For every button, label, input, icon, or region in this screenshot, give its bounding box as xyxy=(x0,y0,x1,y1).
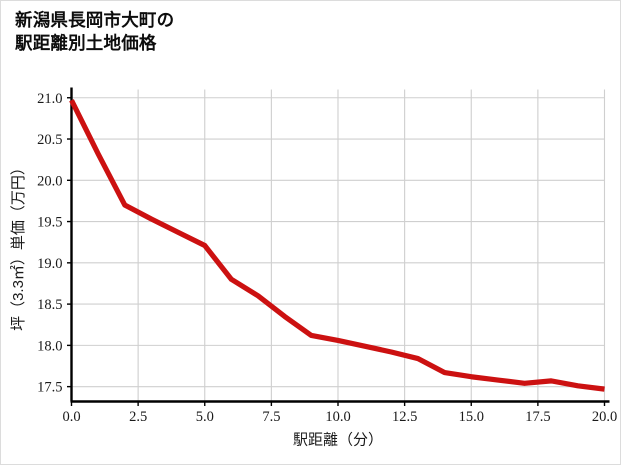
x-axis-title: 駅距離（分） xyxy=(293,431,383,449)
y-tick-label: 19.0 xyxy=(37,256,62,272)
x-tick-label: 12.5 xyxy=(392,409,417,425)
y-tick-label: 21.0 xyxy=(37,91,62,107)
y-tick-label: 20.0 xyxy=(37,173,62,189)
y-tick-label: 17.5 xyxy=(37,380,62,396)
x-tick-label: 20.0 xyxy=(592,409,617,425)
data-line-坪単価 xyxy=(69,99,605,392)
x-axis-ticks: 0.0 2.5 5.0 7.5 10.0 12.5 15.0 17.5 20.0 xyxy=(62,401,617,425)
y-axis-title: 坪（3.3㎡）単価（万円） xyxy=(10,160,27,331)
x-tick-label: 2.5 xyxy=(129,409,147,425)
page-title: 新潟県長岡市大町の 駅距離別土地価格 xyxy=(15,10,175,54)
y-tick-label: 18.5 xyxy=(37,297,62,313)
x-tick-label: 5.0 xyxy=(196,409,214,425)
x-tick-label: 10.0 xyxy=(325,409,350,425)
grid-lines xyxy=(71,89,606,402)
y-tick-label: 20.5 xyxy=(37,132,62,148)
x-tick-label: 0.0 xyxy=(62,409,80,425)
y-tick-label: 18.0 xyxy=(37,338,62,354)
data-series-group xyxy=(69,99,605,392)
axis-titles: 駅距離（分） 坪（3.3㎡）単価（万円） xyxy=(10,160,383,448)
x-tick-label: 7.5 xyxy=(262,409,280,425)
plot-axes xyxy=(70,87,610,403)
x-tick-label: 15.0 xyxy=(459,409,484,425)
y-tick-label: 19.5 xyxy=(37,215,62,231)
x-tick-label: 17.5 xyxy=(525,409,550,425)
y-axis-ticks: 17.5 18.0 18.5 19.0 19.5 20.0 20.5 21.0 xyxy=(37,91,72,396)
